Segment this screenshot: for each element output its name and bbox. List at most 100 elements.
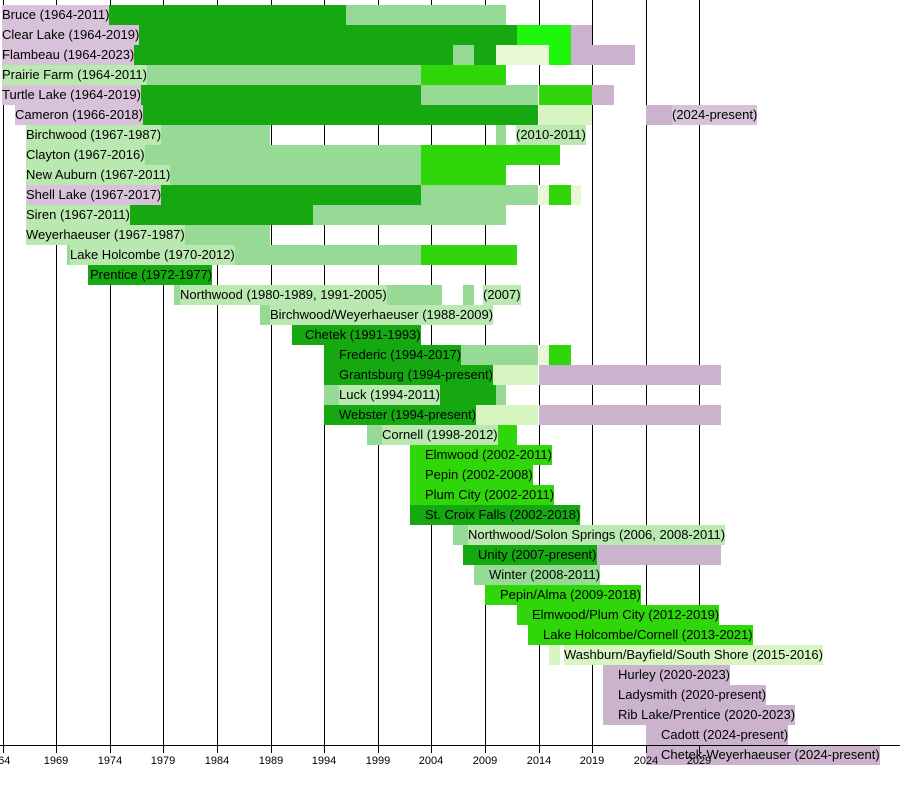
axis-tick-label: 64 [0,755,11,767]
axis-tick-label: 2024 [633,755,659,767]
axis-tick-2004 [431,745,432,753]
timeline-row[interactable]: Birchwood (1967-1987) (2010-2011) [0,125,900,145]
row-label-secondary: (2007) [483,285,521,305]
timeline-bar-segment [549,645,560,665]
row-label: Prentice (1972-1977) [90,265,213,285]
row-label: Chetek-Weyerhaeuser (2024-present) [661,745,880,765]
timeline-bar-segment [420,185,539,205]
timeline-row[interactable]: Chetek (1991-1993) [0,325,900,345]
timeline-row[interactable]: Washburn/Bayfield/South Shore (2015-2016… [0,645,900,665]
axis-tick-1974 [110,745,111,753]
timeline-bar-segment [592,545,721,565]
timeline-row[interactable]: Clayton (1967-2016) [0,145,900,165]
row-label: Pepin/Alma (2009-2018) [500,585,641,605]
row-label: Elmwood (2002-2011) [425,445,552,465]
axis-tick-label: 1979 [150,755,176,767]
timeline-bar-segment [420,65,507,85]
timeline-row[interactable]: Flambeau (1964-2023) [0,45,900,65]
timeline-bar-segment [517,25,571,45]
timeline-row[interactable]: Elmwood/Plum City (2012-2019) [0,605,900,625]
axis-tick-label: 2029 [686,755,712,767]
timeline-bar-segment [345,5,507,25]
row-label: Hurley (2020-2023) [618,665,731,685]
timeline-row[interactable]: Pepin (2002-2008) [0,465,900,485]
axis-tick-2019 [592,745,593,753]
row-label: Elmwood/Plum City (2012-2019) [532,605,720,625]
axis-tick-2014 [539,745,540,753]
gridline-1969 [56,0,57,745]
timeline-row[interactable]: Northwood/Solon Springs (2006, 2008-2011… [0,525,900,545]
timeline-row[interactable]: Luck (1994-2011) [0,385,900,405]
axis-tick-label: 2009 [472,755,498,767]
timeline-row[interactable]: Weyerhaeuser (1967-1987) [0,225,900,245]
row-label: Lake Holcombe (1970-2012) [70,245,235,265]
axis-tick-1969 [56,745,57,753]
timeline-row[interactable]: Prairie Farm (1964-2011) [0,65,900,85]
timeline-row[interactable]: Hurley (2020-2023) [0,665,900,685]
timeline-bar-segment [538,185,550,205]
row-label: Cameron (1966-2018) [15,105,143,125]
timeline-row[interactable]: Prentice (1972-1977) [0,265,900,285]
row-label: Northwood/Solon Springs (2006, 2008-2011… [468,525,726,545]
timeline-row[interactable]: Shell Lake (1967-2017) [0,185,900,205]
timeline-row[interactable]: Elmwood (2002-2011) [0,445,900,465]
row-label: Ladysmith (2020-present) [618,685,767,705]
gridline-1979 [163,0,164,745]
timeline-row[interactable]: New Auburn (1967-2011) [0,165,900,185]
timeline-row[interactable]: Clear Lake (1964-2019) [0,25,900,45]
axis-tick-label: 1989 [258,755,284,767]
row-label: New Auburn (1967-2011) [26,165,171,185]
timeline-row[interactable]: Cornell (1998-2012) [0,425,900,445]
timeline-row[interactable]: Bruce (1964-2011) [0,5,900,25]
axis-tick-label: 1974 [97,755,123,767]
timeline-row[interactable]: Winter (2008-2011) [0,565,900,585]
row-label: Weyerhaeuser (1967-1987) [26,225,185,245]
gridline-1989 [271,0,272,745]
timeline-row[interactable]: Siren (1967-2011) [0,205,900,225]
timeline-bar-segment [538,345,550,365]
timeline-bar-segment [313,205,507,225]
timeline-row[interactable]: Lake Holcombe (1970-2012) [0,245,900,265]
timeline-row[interactable]: Webster (1994-present) [0,405,900,425]
timeline-row[interactable]: Birchwood/Weyerhaeuser (1988-2009) [0,305,900,325]
axis-tick-label: 1994 [311,755,337,767]
timeline-row[interactable]: Turtle Lake (1964-2019) [0,85,900,105]
axis-tick-label: 1984 [204,755,230,767]
row-label: Bruce (1964-2011) [2,5,110,25]
timeline-bar-segment [538,365,721,385]
row-label: Clear Lake (1964-2019) [2,25,140,45]
timeline-row[interactable]: Pepin/Alma (2009-2018) [0,585,900,605]
axis-tick-1989 [271,745,272,753]
timeline-row[interactable]: St. Croix Falls (2002-2018) [0,505,900,525]
timeline-bar-segment [549,45,571,65]
timeline-row[interactable]: Cameron (1966-2018) (2024-present) [0,105,900,125]
row-label: Shell Lake (1967-2017) [26,185,162,205]
timeline-row[interactable]: Cadott (2024-present) [0,725,900,745]
axis-tick-1979 [163,745,164,753]
row-label: Flambeau (1964-2023) [2,45,135,65]
timeline-bar-segment [570,45,635,65]
timeline-row[interactable]: Lake Holcombe/Cornell (2013-2021) [0,625,900,645]
row-label: Prairie Farm (1964-2011) [2,65,147,85]
row-label: Lake Holcombe/Cornell (2013-2021) [543,625,753,645]
row-label-secondary: (2024-present) [672,105,758,125]
timeline-row[interactable]: Plum City (2002-2011) [0,485,900,505]
timeline-row[interactable]: Chetek-Weyerhaeuser (2024-present) [0,745,900,765]
axis-tick-label: 2019 [579,755,605,767]
timeline-bar-segment [463,285,475,305]
timeline-row[interactable]: Rib Lake/Prentice (2020-2023) [0,705,900,725]
row-label: Cornell (1998-2012) [382,425,498,445]
axis-tick-label: 2014 [526,755,552,767]
timeline-row[interactable]: Ladysmith (2020-present) [0,685,900,705]
timeline-row[interactable]: Northwood (1980-1989, 1991-2005) (2007) [0,285,900,305]
row-label: Siren (1967-2011) [26,205,130,225]
row-label: Luck (1994-2011) [339,385,440,405]
timeline-row[interactable]: Grantsburg (1994-present) [0,365,900,385]
row-label-secondary: (2010-2011) [516,125,586,145]
axis-tick-label: 1969 [43,755,69,767]
timeline-row[interactable]: Frederic (1994-2017) [0,345,900,365]
axis-tick-1994 [324,745,325,753]
axis-tick-1964 [3,745,4,753]
timeline-row[interactable]: Unity (2007-present) [0,545,900,565]
timeline-bar-segment [495,385,507,405]
